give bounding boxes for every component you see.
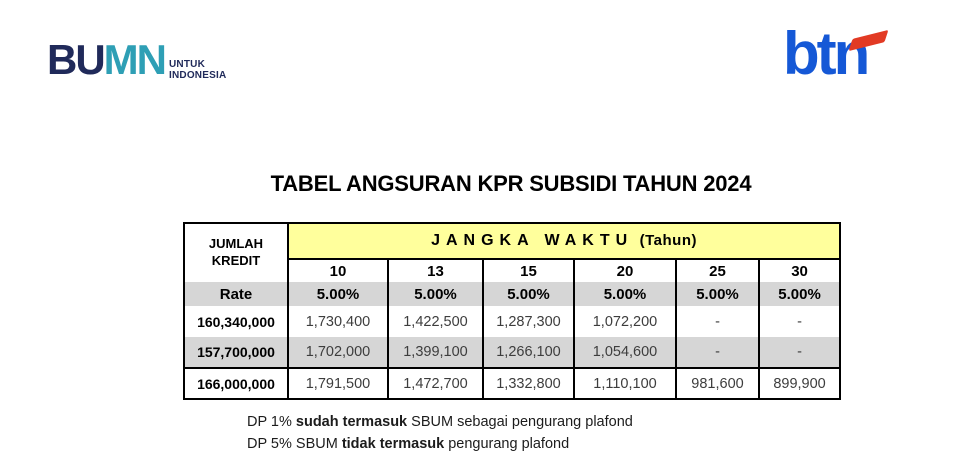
jumlah-kredit-value: 157,700,000 <box>184 337 288 368</box>
rate-value-5: 5.00% <box>675 282 759 306</box>
jumlah-kredit-header: JUMLAH KREDIT <box>208 236 264 268</box>
note-line-1: DP 1% sudah termasuk SBUM sebagai pengur… <box>247 414 633 430</box>
jumlah-kredit-value: 166,000,000 <box>184 367 288 399</box>
btn-logo: btn <box>783 20 889 88</box>
table-row: 157,700,000 1,702,000 1,399,100 1,266,100 1,… <box>184 337 841 368</box>
note-line-2: DP 5% SBUM tidak termasuk pengurang plaf… <box>247 436 570 452</box>
rate-value-1: 5.00% <box>287 282 388 306</box>
installment-value-1-4: 1,072,200 <box>573 306 676 337</box>
installment-value-3-4: 1,110,100 <box>573 367 676 399</box>
bumn-wordmark-mn: MN <box>103 36 167 83</box>
bumn-tagline-line2: INDONESIA <box>169 70 227 82</box>
rate-value-2: 5.00% <box>387 282 483 306</box>
jumlah-kredit-value: 160,340,000 <box>197 313 275 330</box>
tenor-year-5: 25 <box>675 259 759 282</box>
installment-table: JUMLAH KREDIT JANGKA WAKTU (Tahun) 10 13 1… <box>183 222 842 400</box>
bumn-logo: BUMN UNTUK INDONESIA <box>47 39 226 82</box>
table-group-header-row: JUMLAH KREDIT JANGKA WAKTU (Tahun) <box>184 223 841 268</box>
table-row: 166,000,000 1,791,500 1,472,700 1,332,800 1,… <box>184 367 841 399</box>
installment-value-3-3: 1,332,800 <box>482 367 574 399</box>
installment-value-3-1: 1,791,500 <box>287 367 388 399</box>
installment-value-1-3: 1,287,300 <box>482 306 574 337</box>
bumn-wordmark: BUMN <box>47 39 167 81</box>
table-row: 160,340,000 1,730,400 1,422,500 1,287,300 1,… <box>184 306 841 337</box>
installment-value-3-6: 899,900 <box>757 367 841 399</box>
bumn-tagline: UNTUK INDONESIA <box>169 59 226 81</box>
btn-wordmark: btn <box>783 20 870 87</box>
installment-value-1-6: - <box>757 306 841 337</box>
tenor-year-3: 15 <box>482 259 574 282</box>
rate-label: Rate <box>184 282 288 306</box>
page-title: TABEL ANGSURAN KPR SUBSIDI TAHUN 2024 <box>270 171 752 196</box>
jangka-waktu-label: JANGKA WAKTU <box>431 232 634 249</box>
footnotes: DP 1% sudah termasuk SBUM sebagai pengur… <box>247 411 633 455</box>
installment-value-2-3: 1,266,100 <box>482 337 574 368</box>
tenor-years-row: 10 13 15 20 25 30 <box>184 259 841 282</box>
rate-row: Rate 5.00% 5.00% 5.00% 5.00% 5.00% 5.00% <box>184 282 841 306</box>
installment-value-3-5: 981,600 <box>675 367 759 399</box>
installment-value-2-5: - <box>675 337 759 368</box>
tenor-year-4: 20 <box>573 259 676 282</box>
installment-value-2-4: 1,054,600 <box>573 337 676 368</box>
bumn-tagline-line1: UNTUK <box>169 59 205 70</box>
rate-value-3: 5.00% <box>482 282 574 306</box>
installment-value-1-1: 1,730,400 <box>287 306 388 337</box>
tenor-year-6: 30 <box>757 259 841 282</box>
installment-value-1-5: - <box>675 306 759 337</box>
jangka-waktu-header: JANGKA WAKTU (Tahun) <box>286 223 841 260</box>
installment-value-2-2: 1,399,100 <box>387 337 483 368</box>
installment-value-1-2: 1,422,500 <box>387 306 483 337</box>
rate-value-6: 5.00% <box>757 282 841 306</box>
installment-value-3-2: 1,472,700 <box>387 367 483 399</box>
jangka-waktu-unit: (Tahun) <box>639 232 697 249</box>
installment-value-2-1: 1,702,000 <box>287 337 388 368</box>
installment-value-2-6: - <box>757 337 841 368</box>
rate-value-4: 5.00% <box>573 282 676 306</box>
tenor-year-1: 10 <box>287 259 388 282</box>
bumn-wordmark-bu: BU <box>47 36 106 83</box>
tenor-year-2: 13 <box>387 259 483 282</box>
